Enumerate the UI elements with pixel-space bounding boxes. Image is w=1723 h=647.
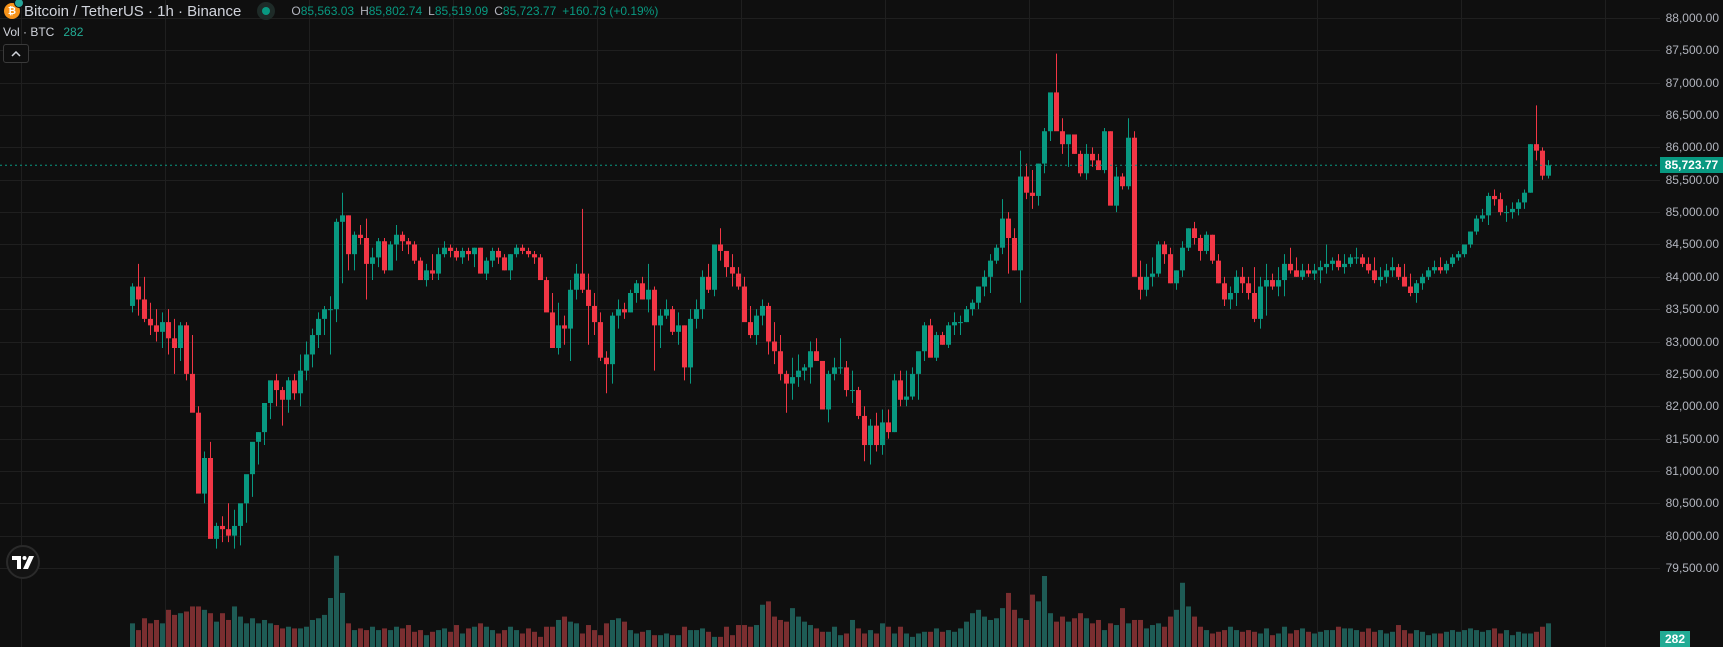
tether-badge-icon bbox=[14, 0, 24, 8]
volume-value: 282 bbox=[63, 25, 84, 39]
price-axis-label: 79,500.00 bbox=[1665, 561, 1719, 575]
low-label: L bbox=[428, 4, 435, 18]
symbol-legend: ₿ Bitcoin / TetherUS · 1h · Binance O85,… bbox=[0, 0, 658, 22]
open-label: O bbox=[291, 4, 301, 18]
volume-tag: 282 bbox=[1660, 631, 1690, 647]
tradingview-logo-icon bbox=[12, 555, 34, 569]
price-axis-label: 86,500.00 bbox=[1665, 108, 1719, 123]
price-axis-label: 85,000.00 bbox=[1665, 205, 1719, 220]
price-axis-label: 81,000.00 bbox=[1665, 463, 1719, 478]
bitcoin-glyph: ₿ bbox=[7, 5, 17, 17]
price-axis-label: 87,000.00 bbox=[1665, 75, 1719, 90]
grid-lines bbox=[0, 0, 1660, 647]
price-axis-label: 88,000.00 bbox=[1665, 11, 1719, 25]
volume-bars bbox=[130, 555, 1551, 647]
bitcoin-icon[interactable]: ₿ bbox=[4, 0, 24, 19]
low-value: 85,519.09 bbox=[434, 4, 489, 18]
symbol-title[interactable]: Bitcoin / TetherUS · 1h · Binance bbox=[24, 2, 242, 20]
price-axis-label: 82,500.00 bbox=[1665, 366, 1719, 381]
ohlc-values: O85,563.03 H85,802.74 L85,519.09 C85,723… bbox=[291, 4, 658, 18]
volume-legend: Vol · BTC 282 bbox=[3, 25, 83, 39]
price-axis-label: 86,000.00 bbox=[1665, 140, 1719, 155]
candles bbox=[130, 53, 1551, 549]
price-axis-label: 80,000.00 bbox=[1665, 528, 1719, 543]
high-value: 85,802.74 bbox=[368, 4, 423, 18]
price-axis-label: 84,000.00 bbox=[1665, 269, 1719, 284]
market-open-status-icon[interactable] bbox=[257, 2, 276, 20]
collapse-legend-button[interactable] bbox=[3, 44, 29, 63]
price-axis-label: 82,000.00 bbox=[1665, 399, 1719, 414]
price-axis-label: 87,500.00 bbox=[1665, 43, 1719, 58]
open-value: 85,563.03 bbox=[300, 4, 355, 18]
price-axis-label: 80,500.00 bbox=[1665, 496, 1719, 511]
price-axis[interactable]: 88,000.00 87,500.00 87,000.00 86,500.00 86,0… bbox=[1660, 0, 1723, 647]
close-label: C bbox=[494, 4, 503, 18]
tradingview-logo[interactable] bbox=[6, 545, 40, 579]
change-value: +160.73 (+0.19%) bbox=[562, 4, 659, 18]
chevron-up-icon bbox=[11, 50, 21, 57]
price-axis-label: 83,500.00 bbox=[1665, 302, 1719, 317]
current-price-tag: 85,723.77 bbox=[1660, 157, 1723, 174]
chart-pane[interactable]: ₿ Bitcoin / TetherUS · 1h · Binance O85,… bbox=[0, 0, 1660, 647]
close-value: 85,723.77 bbox=[502, 4, 557, 18]
price-axis-label: 83,000.00 bbox=[1665, 334, 1719, 349]
price-axis-label: 81,500.00 bbox=[1665, 431, 1719, 446]
price-axis-label: 85,500.00 bbox=[1665, 172, 1719, 187]
price-axis-label: 84,500.00 bbox=[1665, 237, 1719, 252]
volume-label[interactable]: Vol · BTC bbox=[3, 25, 55, 39]
candlestick-chart[interactable] bbox=[0, 0, 1660, 647]
high-label: H bbox=[360, 4, 369, 18]
